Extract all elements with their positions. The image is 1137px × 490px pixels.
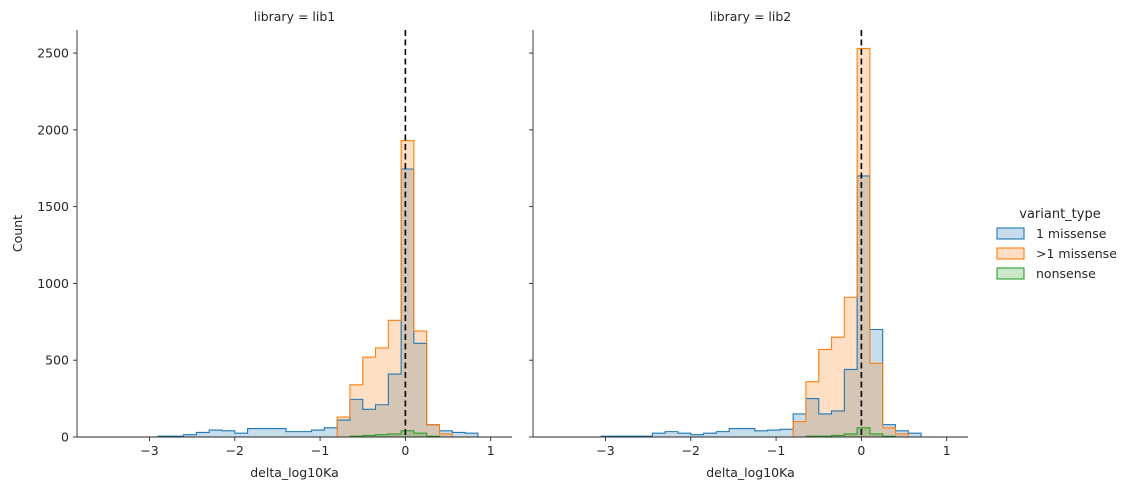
panel-lib2: −3 −2 −1 0 1 library = lib2 delta_log10Ka [529,9,968,480]
hist-step-1-missense [550,47,947,438]
hist-fill-nonsense [550,427,947,437]
y-tick-label: 2000 [37,122,69,137]
x-axis-label: delta_log10Ka [706,465,795,480]
y-tick-label: 500 [45,353,69,368]
y-tick-label: 0 [61,430,69,445]
legend: variant_type 1 missense >1 missense nonsen… [996,207,1117,281]
legend-title: variant_type [1019,207,1100,222]
y-axis-label: Count [10,215,25,252]
hist-fill-1-missense [94,168,491,438]
x-tick-label: 1 [487,443,495,458]
panel-lib1: −3 −2 −1 0 1 0 500 1000 1500 2000 2500 library = li… [10,9,512,480]
hist-step-1-missense [94,168,491,438]
x-tick-label: 0 [857,443,865,458]
x-tick-label: −3 [596,443,614,458]
x-tick-label: −2 [226,443,244,458]
legend-label: nonsense [1036,266,1096,281]
legend-swatch [996,227,1025,240]
hist-step-1-missense [550,175,947,438]
hist-fill-nonsense [94,430,491,437]
hist-fill-1-missense [550,175,947,437]
y-tick-label: 2500 [37,46,69,61]
x-tick-label: 1 [943,443,951,458]
x-tick-label: 0 [401,443,409,458]
hist-fill-1-missense [550,48,947,438]
legend-label: 1 missense [1036,226,1107,241]
y-tick-label: 1000 [37,276,69,291]
legend-label: >1 missense [1036,246,1117,261]
x-tick-label: −3 [140,443,158,458]
x-tick-label: −1 [767,443,785,458]
legend-swatch [996,247,1025,260]
x-tick-label: −1 [311,443,329,458]
legend-swatch [996,267,1025,280]
y-tick-label: 1500 [37,199,69,214]
x-tick-label: −2 [682,443,700,458]
x-axis-label: delta_log10Ka [250,465,339,480]
hist-step-1-missense [94,140,491,438]
panel-title: library = lib2 [710,9,791,24]
hist-fill-1-missense [94,140,491,437]
panel-title: library = lib1 [254,9,335,24]
